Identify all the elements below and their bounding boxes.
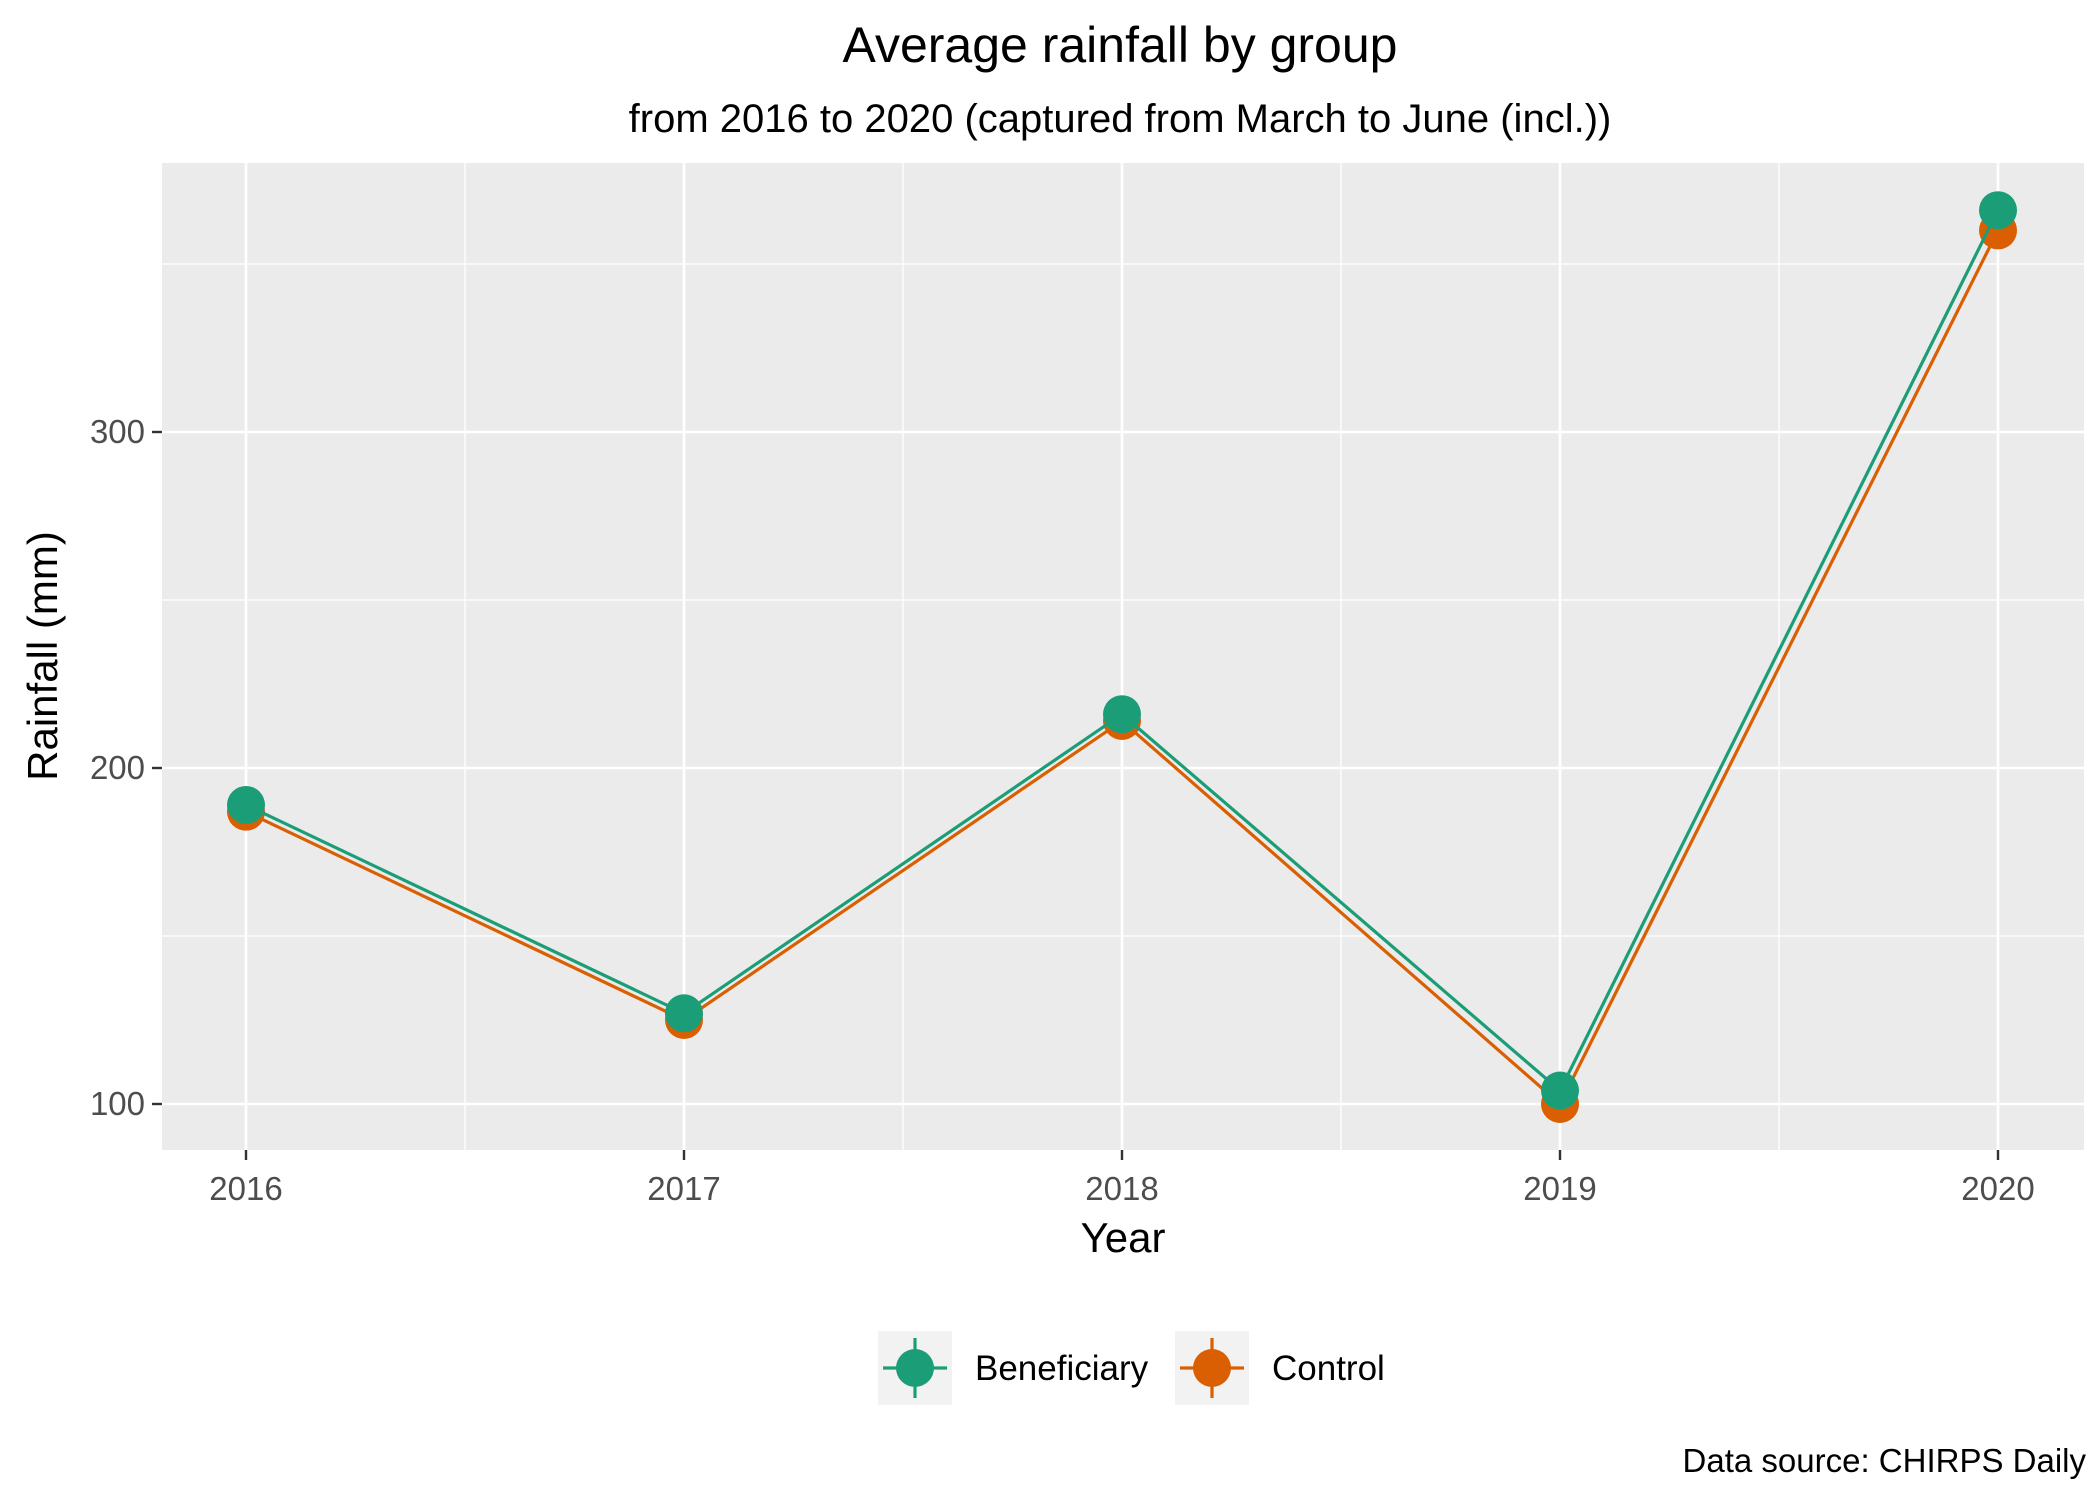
legend-key-point — [896, 1349, 934, 1387]
y-axis-title: Rainfall (mm) — [19, 531, 66, 781]
data-point-beneficiary — [1541, 1071, 1579, 1110]
caption: Data source: CHIRPS Daily — [1683, 1442, 2087, 1479]
series-layer — [227, 191, 2017, 1123]
chart-title: Average rainfall by group — [843, 17, 1398, 73]
y-tick-label: 200 — [90, 749, 145, 786]
legend-item-control: Control — [1175, 1331, 1385, 1405]
legend-label-beneficiary: Beneficiary — [975, 1349, 1149, 1388]
x-tick-label: 2019 — [1523, 1170, 1596, 1207]
data-point-beneficiary — [665, 994, 703, 1033]
data-point-beneficiary — [227, 785, 265, 824]
x-tick-label: 2018 — [1085, 1170, 1158, 1207]
data-point-beneficiary — [1103, 695, 1141, 734]
axes: 2016 2017 2018 2019 2020 100 200 300 — [90, 413, 2035, 1207]
y-tick-label: 100 — [90, 1085, 145, 1122]
legend-key-point — [1193, 1349, 1231, 1387]
x-tick-label: 2020 — [1961, 1170, 2034, 1207]
series-beneficiary — [227, 191, 2017, 1110]
major-gridlines — [162, 163, 2084, 1150]
legend-item-beneficiary: Beneficiary — [878, 1331, 1149, 1405]
y-tick-label: 300 — [90, 413, 145, 450]
x-tick-label: 2017 — [647, 1170, 720, 1207]
legend-label-control: Control — [1272, 1349, 1385, 1388]
data-point-beneficiary — [1979, 191, 2017, 230]
x-tick-label: 2016 — [209, 1170, 282, 1207]
legend: Beneficiary Control — [878, 1331, 1385, 1405]
x-axis-title: Year — [1081, 1214, 1166, 1261]
chart-subtitle: from 2016 to 2020 (captured from March t… — [629, 97, 1612, 141]
